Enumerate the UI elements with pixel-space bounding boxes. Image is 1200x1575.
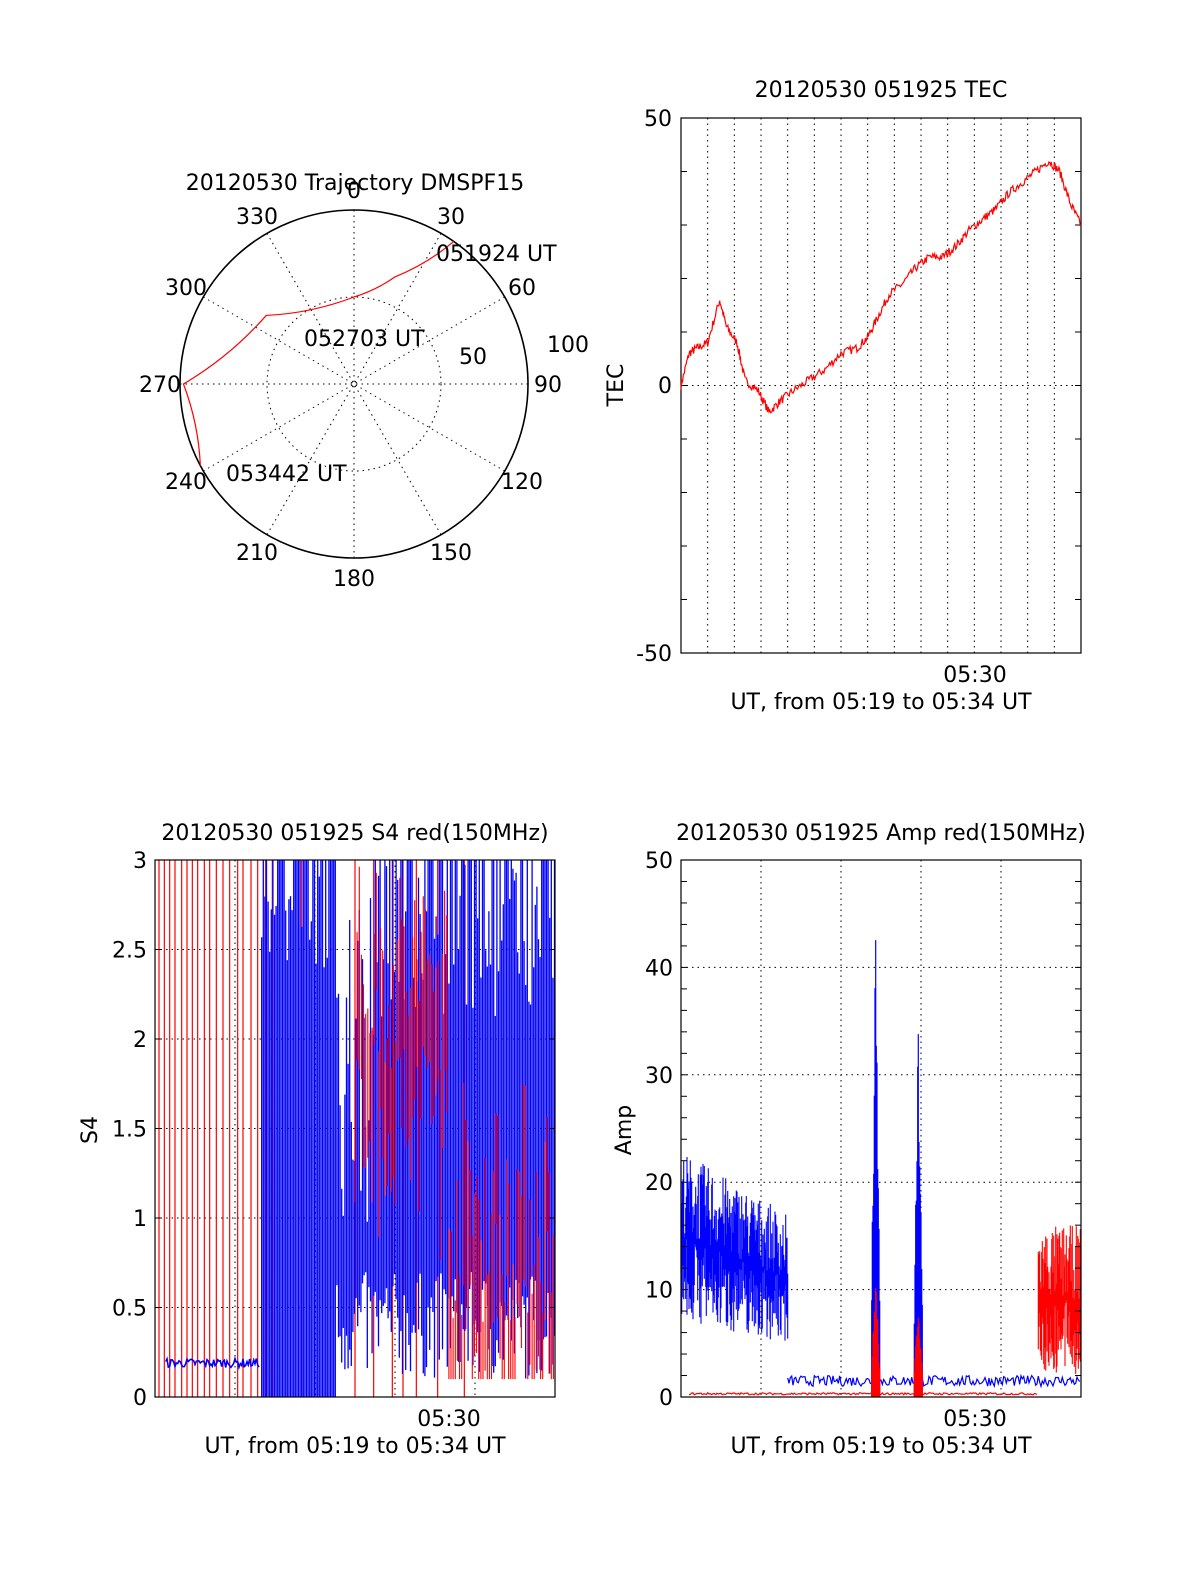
- y-tick-label: 1: [133, 1207, 147, 1232]
- tec-ylabel: TEC: [604, 364, 629, 408]
- amp-ylabel: Amp: [612, 1105, 637, 1155]
- amp-plot-frame: [680, 859, 1082, 1398]
- s4-series: [158, 860, 556, 1397]
- s4-xtick-label: 05:30: [417, 1407, 480, 1432]
- polar-angle-label: 240: [165, 470, 207, 495]
- trajectory-annotation-end: 053442 UT: [226, 462, 347, 487]
- y-tick-label: 10: [645, 1279, 673, 1304]
- amp-blue-peak: [913, 1034, 923, 1397]
- amp-red-peak: [871, 1288, 881, 1397]
- s4-ticks: [155, 859, 555, 1398]
- y-tick-label: 40: [645, 956, 673, 981]
- trajectory-chart: 20120530 Trajectory DMSPF15 0 30 60 90 120 15…: [139, 171, 589, 592]
- polar-angle-label: 120: [501, 470, 543, 495]
- amp-xtick-label: 05:30: [943, 1407, 1006, 1432]
- amp-grid: [681, 860, 1081, 1397]
- trajectory-annotation-start: 051924 UT: [436, 242, 557, 267]
- amp-xlabel: UT, from 05:19 to 05:34 UT: [730, 1434, 1032, 1459]
- y-tick-label: 3: [133, 849, 147, 874]
- trajectory-track: [182, 241, 455, 466]
- polar-angle-label: 150: [430, 541, 472, 566]
- amp-ticks: [681, 859, 1081, 1398]
- polar-radial-label-50: 50: [459, 345, 487, 370]
- tec-series-line: [680, 160, 1082, 414]
- s4-xlabel: UT, from 05:19 to 05:34 UT: [204, 1434, 506, 1459]
- amp-red-peak: [913, 1317, 923, 1397]
- y-tick-label: 0.5: [112, 1297, 147, 1322]
- y-tick-label: 0: [133, 1386, 147, 1411]
- polar-spoke: [203, 296, 505, 472]
- amp-red-noise: [1037, 1225, 1081, 1374]
- y-tick-label: 30: [645, 1064, 673, 1089]
- polar-spoke: [266, 233, 442, 535]
- tec-chart: 20120530 051925 TEC 50 0 -50 TEC 05:30 U…: [604, 78, 1082, 715]
- amp-red-floor: [688, 1391, 1038, 1396]
- y-tick-label: 2.5: [112, 939, 147, 964]
- y-tick-label: 50: [645, 849, 673, 874]
- polar-angle-label: 60: [508, 276, 536, 301]
- amp-blue-floor: [787, 1373, 1081, 1389]
- s4-ytick-labels: 0 0.5 1 1.5 2 2.5 3: [112, 849, 147, 1411]
- polar-angle-label: 180: [333, 567, 375, 592]
- tec-xlabel: UT, from 05:19 to 05:34 UT: [730, 690, 1032, 715]
- polar-angle-label: 300: [165, 276, 207, 301]
- polar-angle-label: 330: [236, 205, 278, 230]
- tec-title: 20120530 051925 TEC: [755, 78, 1008, 103]
- tec-ticks: [681, 117, 1081, 654]
- polar-angle-label: 90: [534, 373, 562, 398]
- polar-angle-label: 0: [347, 179, 361, 204]
- tec-grid: [681, 118, 1081, 653]
- tec-ytick-top: 50: [644, 107, 672, 132]
- tec-ytick-bottom: -50: [636, 642, 672, 667]
- polar-angle-label: 210: [236, 541, 278, 566]
- y-tick-label: 0: [659, 1386, 673, 1411]
- polar-spoke: [203, 296, 505, 472]
- polar-angle-label: 270: [139, 373, 181, 398]
- amp-blue-peak: [871, 940, 881, 1397]
- trajectory-title: 20120530 Trajectory DMSPF15: [186, 171, 524, 196]
- polar-grid: [179, 209, 529, 559]
- amp-blue-noise: [680, 1157, 789, 1341]
- polar-angle-label: 30: [437, 205, 465, 230]
- amp-ytick-labels: 0 10 20 30 40 50: [645, 849, 673, 1411]
- trajectory-annotation-mid: 052703 UT: [304, 327, 425, 352]
- s4-blue-baseline: [164, 1355, 260, 1370]
- amp-series: [680, 940, 1081, 1397]
- tec-plot-frame: [680, 117, 1082, 654]
- tec-xtick-label: 05:30: [943, 663, 1006, 688]
- s4-red-series: [354, 866, 554, 1380]
- polar-radial-label-100: 100: [547, 333, 589, 358]
- polar-angle-labels: 0 30 60 90 120 150 180 210 240 270 300 330: [139, 179, 562, 592]
- y-tick-label: 20: [645, 1171, 673, 1196]
- tec-ytick-mid: 0: [658, 374, 672, 399]
- amp-chart: 20120530 051925 Amp red(150MHz) 0 10 20 30 4…: [612, 821, 1086, 1459]
- s4-title: 20120530 051925 S4 red(150MHz): [161, 821, 548, 846]
- amp-title: 20120530 051925 Amp red(150MHz): [676, 821, 1086, 846]
- y-tick-label: 1.5: [112, 1118, 147, 1143]
- s4-ylabel: S4: [78, 1116, 103, 1144]
- s4-chart: 20120530 051925 S4 red(150MHz) 0 0.5 1 1.5 2…: [78, 821, 556, 1459]
- y-tick-label: 2: [133, 1028, 147, 1053]
- polar-spoke: [266, 233, 442, 535]
- polar-inner-circle: [266, 296, 442, 472]
